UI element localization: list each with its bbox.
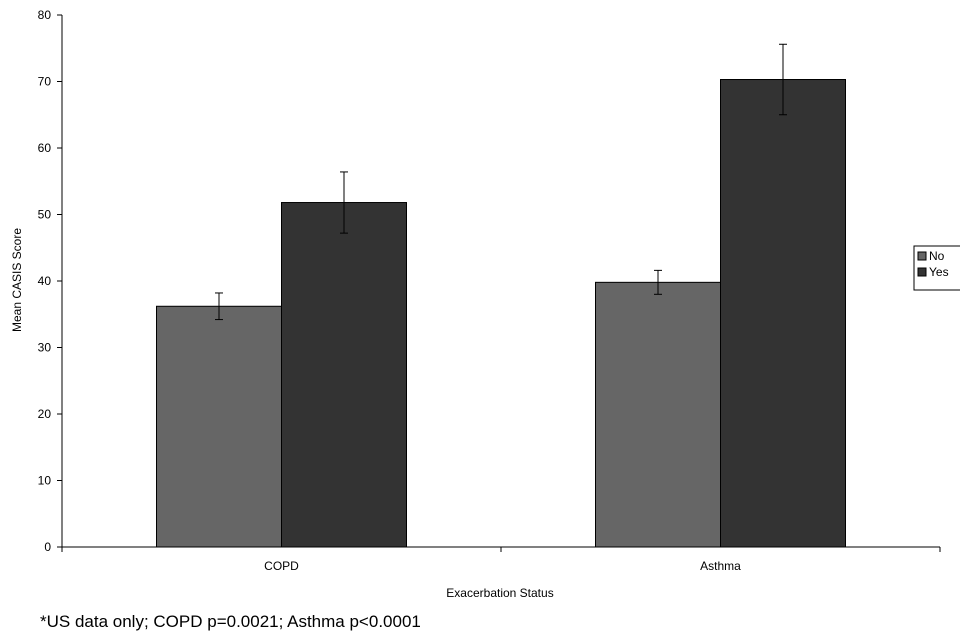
y-tick-label: 30 [38,341,52,355]
y-tick-label: 50 [38,208,52,222]
bar-yes-copd [282,203,407,547]
y-tick-label: 10 [38,474,52,488]
legend-swatch [918,252,926,260]
y-tick-label: 70 [38,75,52,89]
y-axis-ticks: 0 10 20 30 40 50 60 70 80 [38,8,62,554]
legend: No Yes [914,246,960,290]
x-axis-ticks: COPD Asthma [62,547,940,573]
x-tick-label: COPD [264,559,299,573]
bar-no-copd [157,306,282,547]
x-axis-title: Exacerbation Status [446,586,553,600]
y-tick-label: 20 [38,407,52,421]
legend-swatch [918,268,926,276]
legend-label: Yes [929,265,949,279]
footnote: *US data only; COPD p=0.0021; Asthma p<0… [40,612,421,632]
y-tick-label: 80 [38,8,52,22]
x-tick-label: Asthma [700,559,741,573]
y-tick-label: 0 [44,540,51,554]
legend-label: No [929,249,945,263]
bars [157,80,846,547]
y-tick-label: 40 [38,274,52,288]
y-tick-label: 60 [38,141,52,155]
y-axis-title: Mean CASIS Score [10,228,24,332]
bar-no-asthma [596,282,721,547]
bar-yes-asthma [721,80,846,547]
